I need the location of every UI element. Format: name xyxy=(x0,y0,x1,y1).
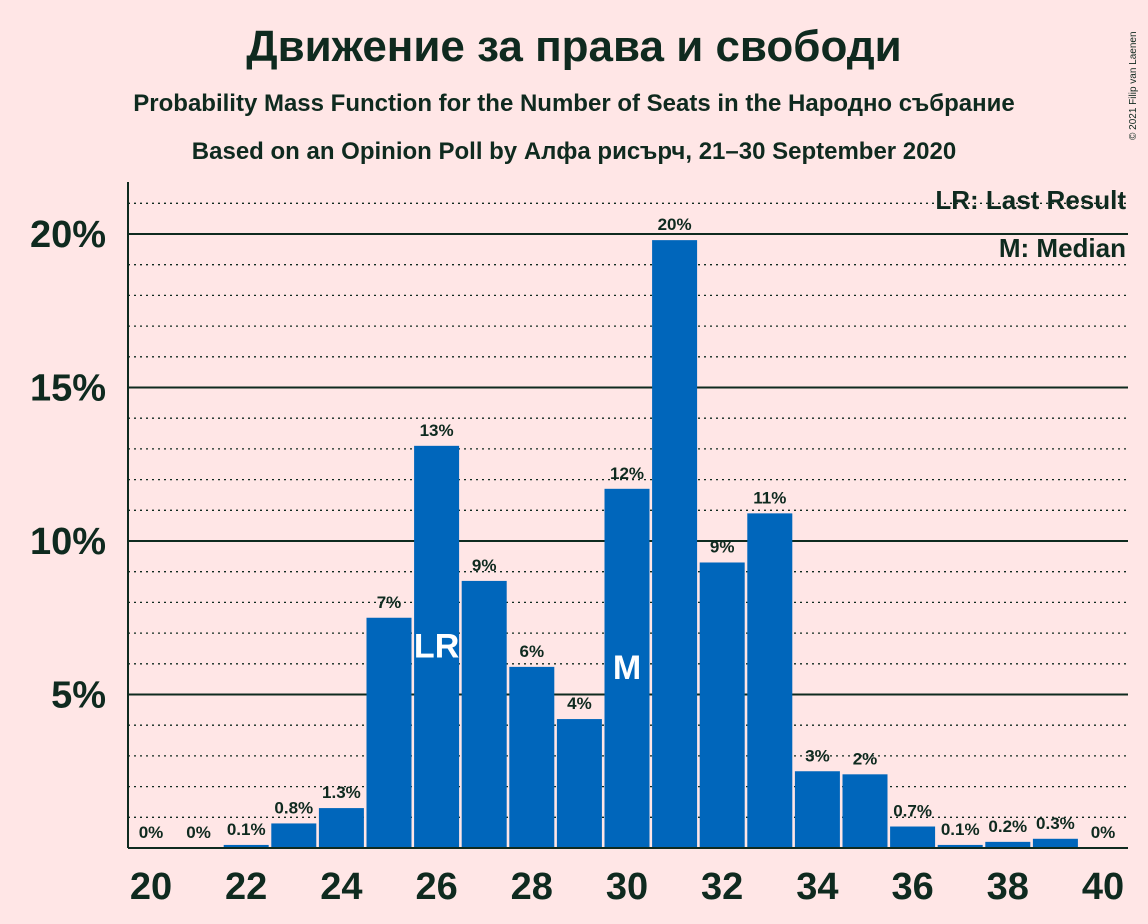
data-label: 11% xyxy=(753,488,786,507)
bar xyxy=(318,808,364,848)
data-label: 0.7% xyxy=(893,802,932,821)
data-label: 6% xyxy=(520,642,545,661)
data-label: 0.1% xyxy=(227,820,266,839)
data-label: 2% xyxy=(853,749,878,768)
data-label: 1.3% xyxy=(322,783,361,802)
x-tick-label: 40 xyxy=(1082,866,1124,908)
bar xyxy=(890,826,936,848)
data-label: 0% xyxy=(186,823,211,842)
x-tick-label: 36 xyxy=(891,866,933,908)
legend-median: M: Median xyxy=(999,233,1126,263)
bar xyxy=(652,240,698,848)
bar xyxy=(223,844,269,848)
bar xyxy=(794,771,840,848)
bar xyxy=(937,844,983,848)
x-tick-label: 30 xyxy=(606,866,648,908)
data-label: 0.2% xyxy=(988,817,1027,836)
data-label: 0% xyxy=(139,823,164,842)
y-tick-label: 20% xyxy=(30,214,106,256)
bar xyxy=(842,774,888,848)
bars: 0% 0% 0.1% 0.8% 1.3% 7% 13% LR 9% 6% 4% 12% M 20% 9% 11… xyxy=(139,215,1116,848)
axes: 20 22 24 26 28 30 32 34 36 38 40 xyxy=(127,182,1128,908)
data-label: 9% xyxy=(472,556,497,575)
x-tick-label: 28 xyxy=(511,866,553,908)
x-tick-label: 32 xyxy=(701,866,743,908)
x-tick-label: 22 xyxy=(225,866,267,908)
x-tick-label: 38 xyxy=(987,866,1029,908)
bar xyxy=(461,580,507,848)
legend-last-result: LR: Last Result xyxy=(935,185,1126,215)
bar xyxy=(271,823,317,848)
bar xyxy=(747,513,793,848)
data-label: 4% xyxy=(567,694,592,713)
bar xyxy=(509,666,555,848)
x-tick-label: 20 xyxy=(130,866,172,908)
data-label: 20% xyxy=(658,215,692,234)
x-tick-label: 26 xyxy=(415,866,457,908)
chart-source-line: Based on an Opinion Poll by Алфа рисърч,… xyxy=(191,138,957,165)
data-label: 0.8% xyxy=(274,798,313,817)
x-tick-label: 34 xyxy=(796,866,838,908)
x-tick-label: 24 xyxy=(320,866,362,908)
bar xyxy=(604,488,650,848)
data-label: 0% xyxy=(1091,823,1116,842)
data-label: 3% xyxy=(805,746,830,765)
y-tick-label: 10% xyxy=(30,521,106,563)
bar xyxy=(1032,838,1078,848)
bar xyxy=(366,617,412,848)
data-label: 7% xyxy=(377,593,402,612)
last-result-marker: LR xyxy=(414,628,459,666)
data-label: 0.3% xyxy=(1036,814,1075,833)
bar xyxy=(414,445,460,848)
bar xyxy=(556,719,602,848)
y-tick-label: 5% xyxy=(51,675,106,717)
data-label: 12% xyxy=(610,464,644,483)
y-tick-label: 15% xyxy=(30,368,106,410)
data-label: 9% xyxy=(710,537,735,556)
legend: LR: Last Result M: Median xyxy=(935,185,1126,263)
chart-title: Движение за права и свободи xyxy=(246,22,902,71)
data-label: 0.1% xyxy=(941,820,980,839)
bar xyxy=(985,841,1031,848)
chart-subtitle: Probability Mass Function for the Number… xyxy=(133,90,1015,117)
bar xyxy=(699,562,745,848)
median-marker: M xyxy=(613,649,641,687)
data-label: 13% xyxy=(420,421,454,440)
